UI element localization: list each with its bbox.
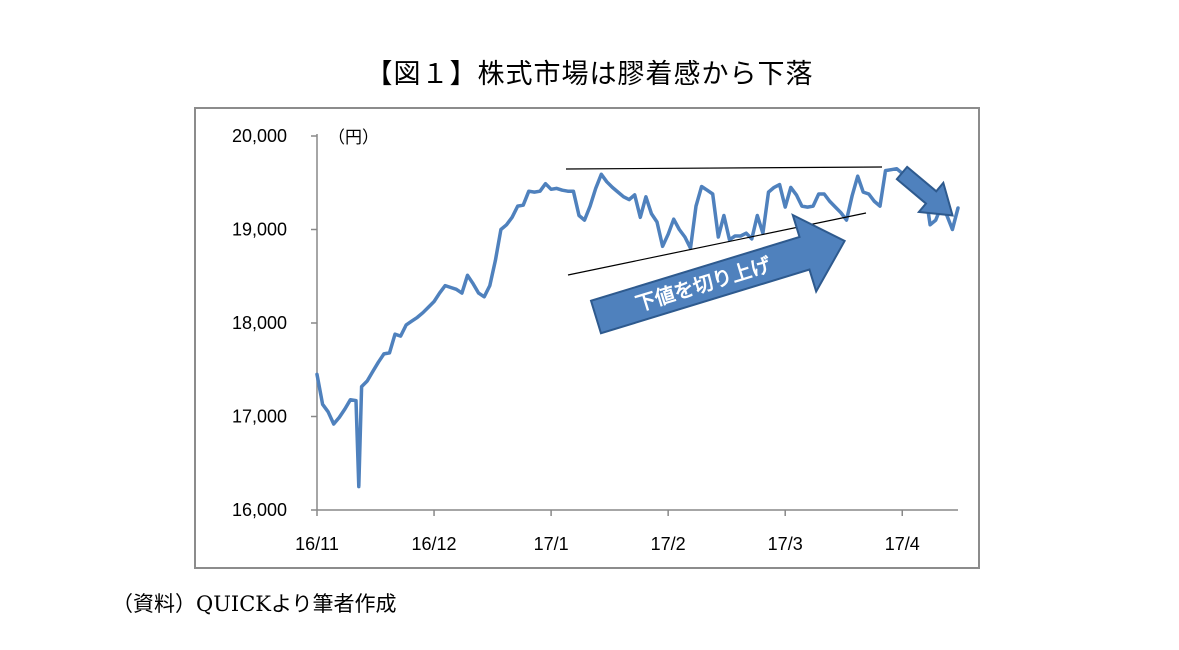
line-chart: 16,000 17,000 18,000 19,000 20,000 16/11 16/12… (232, 126, 960, 554)
x-tick-label: 17/2 (651, 534, 686, 554)
y-tick-label: 16,000 (232, 500, 287, 520)
series-line (315, 166, 960, 489)
x-tick-label: 17/3 (768, 534, 803, 554)
y-unit-label: （円） (328, 128, 379, 147)
chart-frame: 16,000 17,000 18,000 19,000 20,000 16/11 16/12… (194, 107, 980, 569)
resistance-line (565, 166, 883, 170)
y-tick-label: 19,000 (232, 220, 287, 240)
source-note: （資料）QUICKより筆者作成 (112, 592, 397, 616)
chart-marks (315, 166, 960, 489)
y-tick-label: 20,000 (232, 126, 287, 146)
figure-title: 【図１】株式市場は膠着感から下落 (365, 59, 814, 90)
x-tick-label: 17/4 (885, 534, 920, 554)
y-tick-label: 18,000 (232, 313, 287, 333)
chart-axes: 16,000 17,000 18,000 19,000 20,000 16/11 16/12… (232, 126, 958, 554)
x-tick-label: 16/11 (295, 534, 339, 554)
falling-arrow (895, 165, 954, 217)
x-tick-label: 16/12 (412, 534, 457, 554)
y-tick-label: 17,000 (232, 407, 287, 427)
x-tick-label: 17/1 (534, 534, 569, 554)
support-trend-line (567, 212, 867, 276)
